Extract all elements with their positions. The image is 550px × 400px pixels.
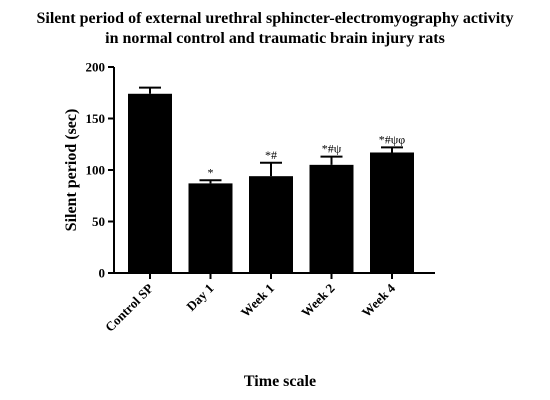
bar	[370, 152, 414, 273]
x-category-label: Week 4	[359, 280, 399, 320]
y-tick-label: 50	[92, 214, 105, 229]
x-axis-label: Time scale	[244, 373, 316, 390]
x-category-label: Day 1	[183, 281, 216, 314]
bar	[249, 176, 293, 273]
significance-annotation: *#ψφ	[379, 132, 406, 146]
x-category-label: Week 1	[238, 281, 277, 320]
bar	[128, 93, 172, 273]
chart-title-line-2: in normal control and traumatic brain in…	[105, 30, 445, 47]
x-category-label: Week 2	[298, 281, 337, 320]
bar	[309, 164, 354, 273]
y-tick-label: 100	[86, 163, 106, 178]
significance-annotation: *	[208, 165, 214, 179]
y-tick-label: 200	[86, 60, 106, 75]
x-category-label: Control SP	[102, 280, 156, 334]
significance-annotation: *#	[265, 148, 277, 162]
y-tick-label: 0	[99, 266, 106, 281]
significance-annotation: *#ψ	[322, 142, 342, 156]
y-axis-label: Silent period (sec)	[63, 109, 80, 232]
plot-area: 0 50 100 150 200 Control SP * Day 1 *# Week 1 *#ψ W…	[86, 60, 435, 335]
y-tick-label: 150	[86, 111, 106, 126]
chart-title-line-1: Silent period of external urethral sphin…	[37, 10, 514, 27]
bar	[188, 183, 233, 273]
